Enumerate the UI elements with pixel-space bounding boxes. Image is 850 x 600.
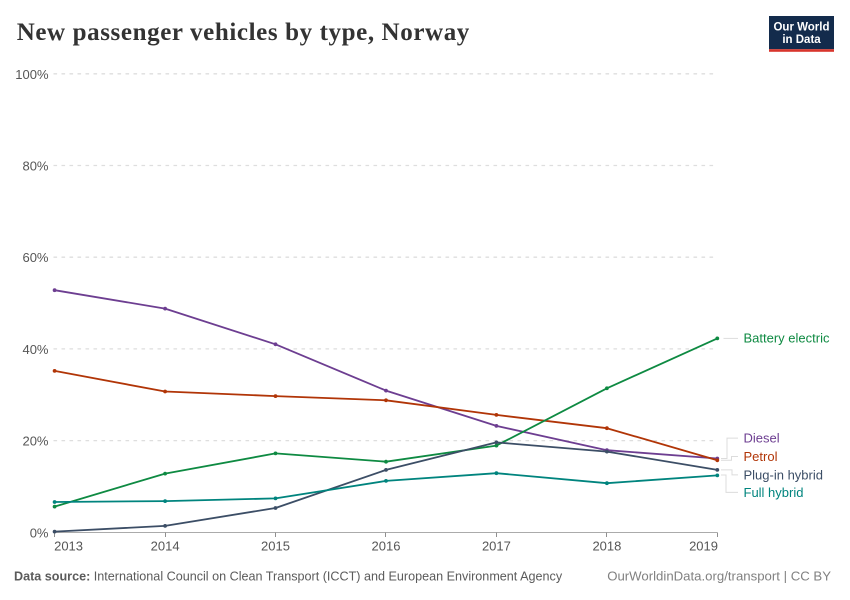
svg-text:2013: 2013 [54, 539, 83, 554]
svg-text:Our World: Our World [773, 22, 829, 34]
svg-text:in Data: in Data [782, 34, 821, 46]
svg-text:2015: 2015 [261, 539, 290, 554]
svg-text:Petrol: Petrol [744, 449, 778, 464]
svg-text:100%: 100% [15, 67, 49, 82]
svg-text:Diesel: Diesel [744, 431, 780, 446]
svg-text:20%: 20% [22, 434, 48, 449]
svg-text:Full hybrid: Full hybrid [744, 485, 804, 500]
svg-text:Data source: International Cou: Data source: International Council on Cl… [14, 570, 563, 584]
svg-text:Battery electric: Battery electric [744, 330, 830, 345]
svg-text:40%: 40% [22, 342, 48, 357]
svg-text:2016: 2016 [372, 539, 401, 554]
svg-text:60%: 60% [22, 250, 48, 265]
svg-text:0%: 0% [30, 525, 49, 540]
svg-text:2017: 2017 [482, 539, 511, 554]
svg-text:2018: 2018 [592, 539, 621, 554]
svg-text:Plug-in hybrid: Plug-in hybrid [744, 467, 824, 482]
svg-text:OurWorldinData.org/transport |: OurWorldinData.org/transport | CC BY [607, 569, 831, 584]
svg-text:80%: 80% [22, 159, 48, 174]
svg-text:2019: 2019 [689, 539, 718, 554]
svg-text:2014: 2014 [151, 539, 180, 554]
svg-text:New passenger vehicles by type: New passenger vehicles by type, Norway [17, 19, 470, 46]
